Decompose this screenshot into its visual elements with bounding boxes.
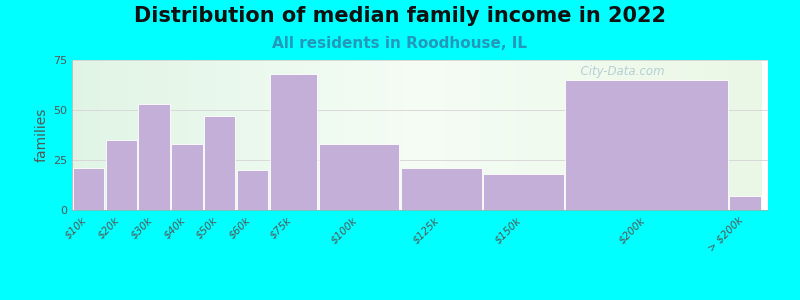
Bar [401, 168, 482, 210]
Y-axis label: families: families [35, 108, 49, 162]
Bar [319, 144, 399, 210]
Bar [730, 196, 761, 210]
Bar [237, 170, 268, 210]
Text: Distribution of median family income in 2022: Distribution of median family income in … [134, 6, 666, 26]
Bar [138, 104, 170, 210]
Text: City-Data.com: City-Data.com [573, 64, 665, 77]
Bar [270, 74, 318, 210]
Bar [204, 116, 235, 210]
Bar [171, 144, 202, 210]
Bar [483, 174, 564, 210]
Bar [106, 140, 137, 210]
Bar [566, 80, 728, 210]
Bar [73, 168, 104, 210]
Text: All residents in Roodhouse, IL: All residents in Roodhouse, IL [273, 36, 527, 51]
